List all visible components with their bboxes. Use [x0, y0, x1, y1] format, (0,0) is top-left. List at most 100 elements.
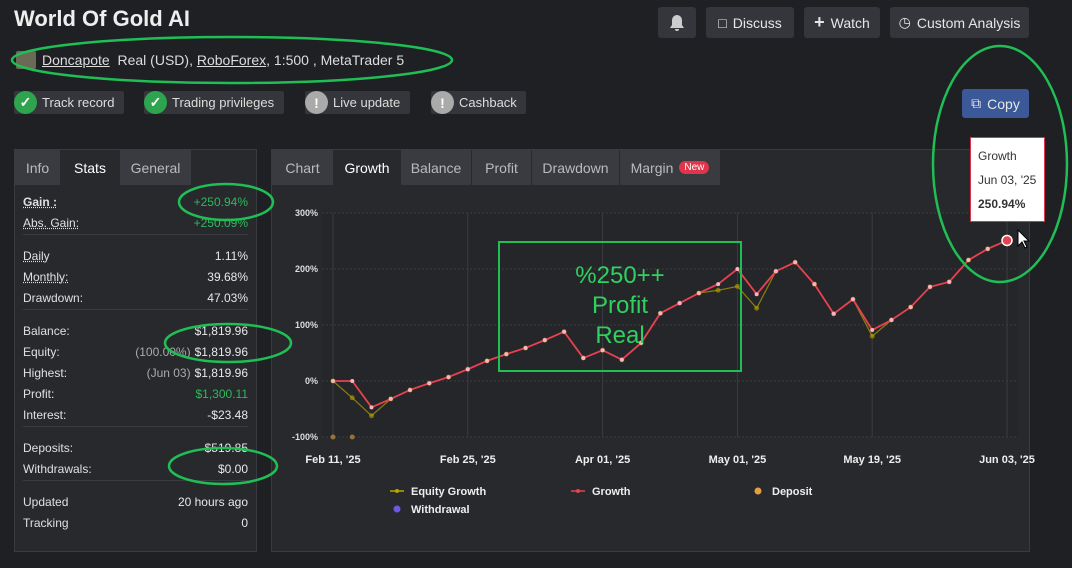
- data-point: [349, 434, 355, 440]
- stat-label: Interest:: [23, 408, 67, 422]
- data-point: [985, 246, 990, 251]
- tab[interactable]: Profit: [472, 150, 532, 185]
- legend-label: Deposit: [772, 486, 813, 498]
- new-badge: New: [679, 161, 710, 174]
- button-label: Watch: [830, 14, 870, 31]
- data-point: [715, 287, 721, 293]
- data-point: [581, 356, 586, 361]
- stat-row: Drawdown: 47.03%: [23, 290, 248, 306]
- icon: +: [814, 12, 825, 32]
- x-tick-label: May 19, '25: [843, 454, 901, 466]
- stat-value: $1,819.96: [194, 366, 248, 380]
- data-point: [639, 340, 644, 345]
- discuss-button[interactable]: □ Discuss: [706, 7, 794, 38]
- stat-value: 0: [241, 516, 248, 530]
- icon: □: [718, 14, 727, 31]
- stat-row: Highest: (Jun 03) $1,819.96: [23, 365, 248, 381]
- data-point: [542, 338, 547, 343]
- data-point: [870, 328, 875, 333]
- series-line: [333, 239, 1008, 409]
- data-point: [408, 387, 413, 392]
- stat-label: Monthly:: [23, 270, 69, 284]
- badge: ! Cashback: [431, 91, 526, 114]
- legend-label: Withdrawal: [411, 504, 470, 516]
- tooltip-value: 250.94%: [978, 197, 1026, 211]
- stat-value: 20 hours ago: [177, 495, 248, 509]
- tooltip-title: Growth: [978, 149, 1017, 163]
- legend-marker: [754, 487, 762, 495]
- data-point: [485, 358, 490, 363]
- custom-analysis-button[interactable]: ◷ Custom Analysis: [890, 7, 1029, 38]
- legend-label: Equity Growth: [411, 486, 486, 498]
- data-point: [446, 375, 451, 380]
- data-point: [735, 267, 740, 271]
- data-point: [600, 348, 605, 353]
- data-point: [331, 379, 335, 383]
- tab[interactable]: Chart: [272, 150, 334, 185]
- badge-label: Trading privileges: [172, 95, 275, 110]
- badge: ✓ Track record: [14, 91, 124, 114]
- stat-label: Updated: [23, 495, 69, 509]
- data-point: [966, 258, 971, 263]
- stat-row: Interest: -$23.48: [23, 407, 248, 423]
- separator: [23, 480, 248, 481]
- tab[interactable]: Balance: [401, 150, 472, 185]
- stat-value-wrap: -$23.48: [207, 408, 248, 422]
- annotation-box: %250++ Profit Real: [498, 241, 742, 372]
- legend-label: Growth: [592, 486, 631, 498]
- stat-value-wrap: 47.03%: [207, 291, 248, 305]
- stat-label: Drawdown:: [23, 291, 84, 305]
- warning-icon: !: [431, 91, 454, 114]
- tab[interactable]: Info: [15, 150, 61, 185]
- stat-value: 1.11%: [214, 249, 248, 263]
- y-tick-label: 300%: [295, 208, 318, 218]
- y-tick-label: -100%: [292, 432, 318, 442]
- tooltip-date: Jun 03, '25: [978, 173, 1037, 187]
- stat-value: 39.68%: [207, 270, 248, 284]
- data-point: [369, 413, 375, 419]
- stat-value-wrap: 39.68%: [207, 270, 248, 284]
- stat-row: Tracking 0: [23, 515, 248, 531]
- data-point: [504, 352, 509, 357]
- data-point: [349, 395, 355, 401]
- tab-label: Margin: [630, 159, 674, 176]
- data-point: [908, 305, 913, 310]
- tab[interactable]: Margin New: [620, 150, 721, 185]
- watch-button[interactable]: + Watch: [804, 7, 880, 38]
- bell-button[interactable]: [658, 7, 696, 38]
- data-point: [793, 260, 798, 265]
- badge: ✓ Trading privileges: [144, 91, 284, 114]
- data-point: [350, 379, 355, 383]
- bell-icon: [670, 14, 684, 31]
- tab[interactable]: Growth: [334, 150, 401, 185]
- legend-marker: [395, 489, 399, 493]
- stat-label: Gain :: [23, 195, 58, 209]
- tab[interactable]: Stats: [61, 150, 120, 185]
- tab[interactable]: General: [120, 150, 192, 185]
- data-point: [773, 269, 778, 274]
- data-point: [619, 357, 624, 362]
- badge-label: Live update: [333, 95, 401, 110]
- data-point: [734, 283, 740, 289]
- stat-label: Profit:: [23, 387, 55, 401]
- stat-value: 47.03%: [207, 291, 248, 305]
- page-title: World Of Gold AI: [14, 6, 190, 31]
- tab[interactable]: Drawdown: [532, 150, 620, 185]
- stat-label: Equity:: [23, 345, 60, 359]
- stat-label: Tracking: [23, 516, 69, 530]
- data-point: [658, 311, 663, 316]
- check-icon: ✓: [144, 91, 167, 114]
- separator: [23, 234, 248, 235]
- x-tick-label: May 01, '25: [709, 454, 767, 466]
- data-point: [716, 282, 721, 287]
- data-point: [562, 329, 567, 334]
- stat-value: $1,300.11: [195, 387, 249, 401]
- button-label: Discuss: [732, 14, 782, 31]
- warning-icon: !: [305, 91, 328, 114]
- data-point: [947, 279, 952, 284]
- data-point: [388, 396, 393, 401]
- stat-label: Highest:: [23, 366, 68, 380]
- data-point: [889, 317, 894, 322]
